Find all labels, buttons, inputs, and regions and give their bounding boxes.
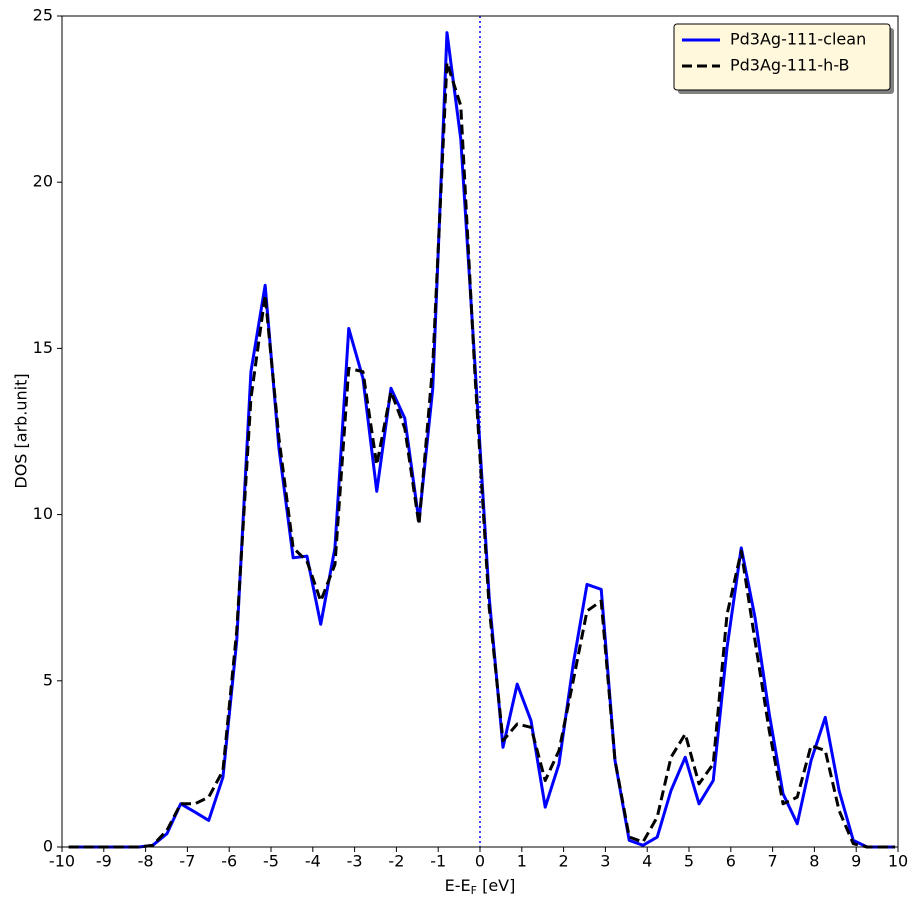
x-tick-label: 2 <box>559 852 569 871</box>
x-tick-label: -2 <box>388 852 404 871</box>
x-tick-label: 10 <box>888 852 908 871</box>
x-tick-label: 7 <box>768 852 778 871</box>
plot-frame <box>61 15 899 848</box>
data-line <box>68 61 896 849</box>
x-tick-label: -1 <box>430 852 446 871</box>
x-tick-label: -9 <box>96 852 112 871</box>
x-tick-label: 6 <box>726 852 736 871</box>
x-tick-label: 8 <box>809 852 819 871</box>
x-label-main: E-E <box>445 876 471 895</box>
x-tick-label: -10 <box>49 852 75 871</box>
x-tick-label: 1 <box>517 852 527 871</box>
x-tick-label: -7 <box>179 852 195 871</box>
x-tick-label: -3 <box>347 852 363 871</box>
y-tick-label: 25 <box>33 6 53 25</box>
x-tick-label: 9 <box>851 852 861 871</box>
x-tick-label: 4 <box>642 852 652 871</box>
y-tick-label: 20 <box>33 172 53 191</box>
x-tick-label: -5 <box>263 852 279 871</box>
x-tick-label: -4 <box>305 852 321 871</box>
y-tick-label: 10 <box>33 504 53 523</box>
x-label-sub: F <box>471 884 477 897</box>
x-tick-label: 0 <box>475 852 485 871</box>
x-tick-label: -6 <box>221 852 237 871</box>
y-tick-label: 0 <box>43 837 53 856</box>
x-axis-label: E-EF [eV] <box>445 876 516 898</box>
x-tick-label: 5 <box>684 852 694 871</box>
legend-label: Pd3Ag-111-clean <box>730 30 866 49</box>
legend-label: Pd3Ag-111-h-B <box>730 56 850 75</box>
x-tick-label: 3 <box>600 852 610 871</box>
x-tick-label: -8 <box>138 852 154 871</box>
data-line <box>68 31 896 849</box>
legend-box <box>673 23 891 91</box>
legend: Pd3Ag-111-clean Pd3Ag-111-h-B <box>673 23 894 94</box>
y-tick-label: 15 <box>33 338 53 357</box>
y-tick-label: 5 <box>43 670 53 689</box>
x-label-unit: [eV] <box>477 876 515 895</box>
y-axis-label: DOS [arb.unit] <box>12 373 31 488</box>
